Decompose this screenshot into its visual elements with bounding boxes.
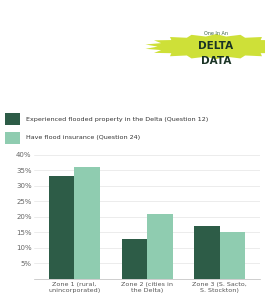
Text: DELTA: DELTA bbox=[198, 40, 233, 50]
Text: DATA: DATA bbox=[201, 56, 231, 66]
Text: Experienced flooded property in the Delta (Question 12): Experienced flooded property in the Delt… bbox=[26, 117, 209, 122]
Text: Delta Residents Survey: Delta Residents Survey bbox=[8, 3, 198, 17]
Text: Have flood insurance (Question 24): Have flood insurance (Question 24) bbox=[26, 136, 141, 140]
Bar bbox=[122, 238, 147, 279]
Bar bbox=[5, 113, 20, 125]
Text: A recent survey explored Delta residents’
sense of place, quality of life, risks: A recent survey explored Delta residents… bbox=[8, 35, 192, 74]
Bar bbox=[5, 132, 20, 144]
Bar bbox=[74, 167, 100, 279]
Bar bbox=[147, 214, 173, 279]
Bar bbox=[49, 176, 74, 279]
Text: One In An: One In An bbox=[204, 31, 228, 36]
Bar bbox=[220, 232, 245, 279]
Bar bbox=[194, 226, 220, 279]
Polygon shape bbox=[145, 34, 265, 59]
